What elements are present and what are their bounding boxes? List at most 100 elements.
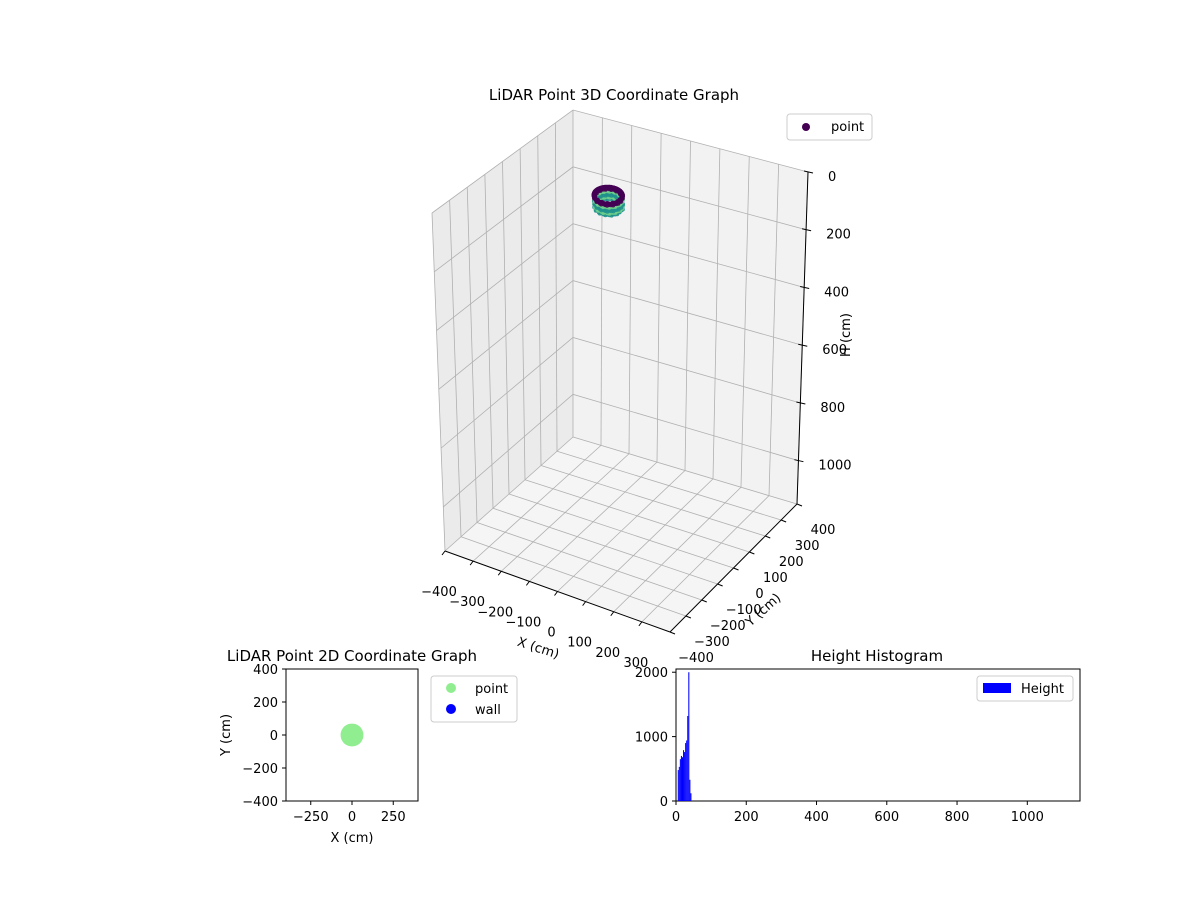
x-tick-label-histogram: 200 [734,810,759,825]
y-axis-label-2d: Y (cm) [219,714,234,757]
x-tick-3d [469,560,474,566]
x-tick-3d [554,591,558,596]
grid-line-3d [537,135,542,466]
x-tick-label-2d: −250 [293,810,329,825]
y-tick-label-2d: −400 [242,795,278,810]
histogram-bar [687,716,689,801]
y-tick-3d [749,551,755,555]
x-tick-label-3d: 200 [595,646,620,661]
chart-histogram: Height Histogram 0 200 400 600 800 1000 0 1000 2… [635,647,1081,825]
legend-histogram-swatch [983,683,1011,693]
grid-3d [431,109,809,623]
grid-line-3d [684,140,691,471]
x-tick-label-3d: 100 [567,636,592,651]
y-tick-3d [717,583,723,587]
y-tick-3d [669,631,676,635]
z-tick-3d [803,170,814,174]
z-tick-3d [794,459,804,463]
grid-line-3d [466,187,478,523]
histogram-bar [677,770,679,801]
y-tick-3d [685,615,692,619]
y-tick-label-2d: 0 [270,729,278,744]
z-tick-3d [801,228,812,232]
histogram-bar [690,793,692,801]
x-tick-label-2d: 250 [381,810,406,825]
x-tick-3d [441,550,446,556]
legend-2d-wall-label: wall [475,703,501,718]
grid-line-3d [656,133,662,463]
x-tick-3d [610,611,615,617]
y-tick-label-3d: 200 [779,555,804,570]
z-axis-label-3d: H (cm) [839,313,854,357]
pane-3d-floor [445,437,797,632]
y-tick-3d [733,567,739,571]
x-tick-3d [638,621,643,627]
z-tick-label-3d: 400 [824,285,849,300]
y-tick-label-3d: 400 [811,523,836,538]
chart-3d: LiDAR Point 3D Coordinate Graph −400−300… [421,86,873,671]
x-tick-label-3d: −300 [449,595,485,610]
x-tick-label-histogram: 400 [804,810,829,825]
chart-2d: LiDAR Point 2D Coordinate Graph −250 0 250… [219,647,518,846]
z-tick-3d [796,401,806,405]
grid-line-3d [554,122,558,452]
x-tick-label-histogram: 800 [945,810,970,825]
pane-3d-back-left [432,110,573,551]
y-tick-3d [765,535,771,539]
x-tick-label-histogram: 0 [672,810,680,825]
pane-edge-3d [431,212,446,552]
x-tick-label-histogram: 1000 [1011,810,1044,825]
grid-line-3d [492,507,718,585]
y-tick-label-2d: 200 [253,696,278,711]
point-2d [355,732,364,741]
z-tick-3d [800,285,810,289]
x-tick-label-3d: 300 [623,656,648,671]
y-tick-label-3d: 300 [795,539,820,554]
z-tick-label-3d: 1000 [818,459,851,474]
grid-line-3d [519,148,526,480]
y-tick-label-3d: 0 [755,587,763,602]
legend-2d[interactable]: point wall [430,675,518,723]
legend-3d-marker [802,123,810,131]
x-tick-label-histogram: 600 [874,810,899,825]
x-tick-label-3d: −100 [506,615,542,630]
histogram-title: Height Histogram [811,647,943,665]
grid-line-3d [740,156,750,488]
x-tick-3d [582,601,587,606]
legend-3d-label: point [831,120,864,135]
y-tick-label-3d: 100 [763,571,788,586]
legend-histogram[interactable]: Height [976,675,1074,702]
legend-2d-point-marker [446,683,456,693]
point-cloud-3d [591,184,626,218]
histogram-bar [683,750,685,801]
y-tick-3d [780,519,787,523]
x-tick-label-3d: −200 [477,605,513,620]
legend-3d[interactable]: point [786,113,873,141]
grid-line-3d [628,125,633,454]
legend-2d-point-label: point [475,682,508,697]
grid-line-3d [484,174,494,509]
z-tick-label-3d: 800 [820,401,845,416]
histogram-bar [679,759,681,801]
x-tick-label-2d: 0 [348,810,356,825]
grid-line-3d [540,465,766,537]
y-tick-label-histogram: 0 [660,795,668,810]
x-tick-3d [497,570,502,576]
x-tick-label-3d: −400 [421,585,457,600]
grid-line-3d [768,164,780,496]
y-tick-label-histogram: 1000 [635,731,668,746]
z-tick-label-3d: 200 [826,228,851,243]
grid-line-3d [600,117,603,446]
point-cloud-2d [340,723,364,747]
grid-line-3d [502,161,510,495]
histogram-bars [677,672,692,801]
z-tick-label-3d: 600 [822,343,847,358]
y-tick-label-3d: −200 [710,619,746,634]
y-tick-label-3d: −100 [726,603,762,618]
histogram-bar [678,766,680,801]
legend-2d-wall-marker [446,704,456,714]
grid-line-3d [449,200,462,537]
pane-edge-3d [444,436,574,552]
